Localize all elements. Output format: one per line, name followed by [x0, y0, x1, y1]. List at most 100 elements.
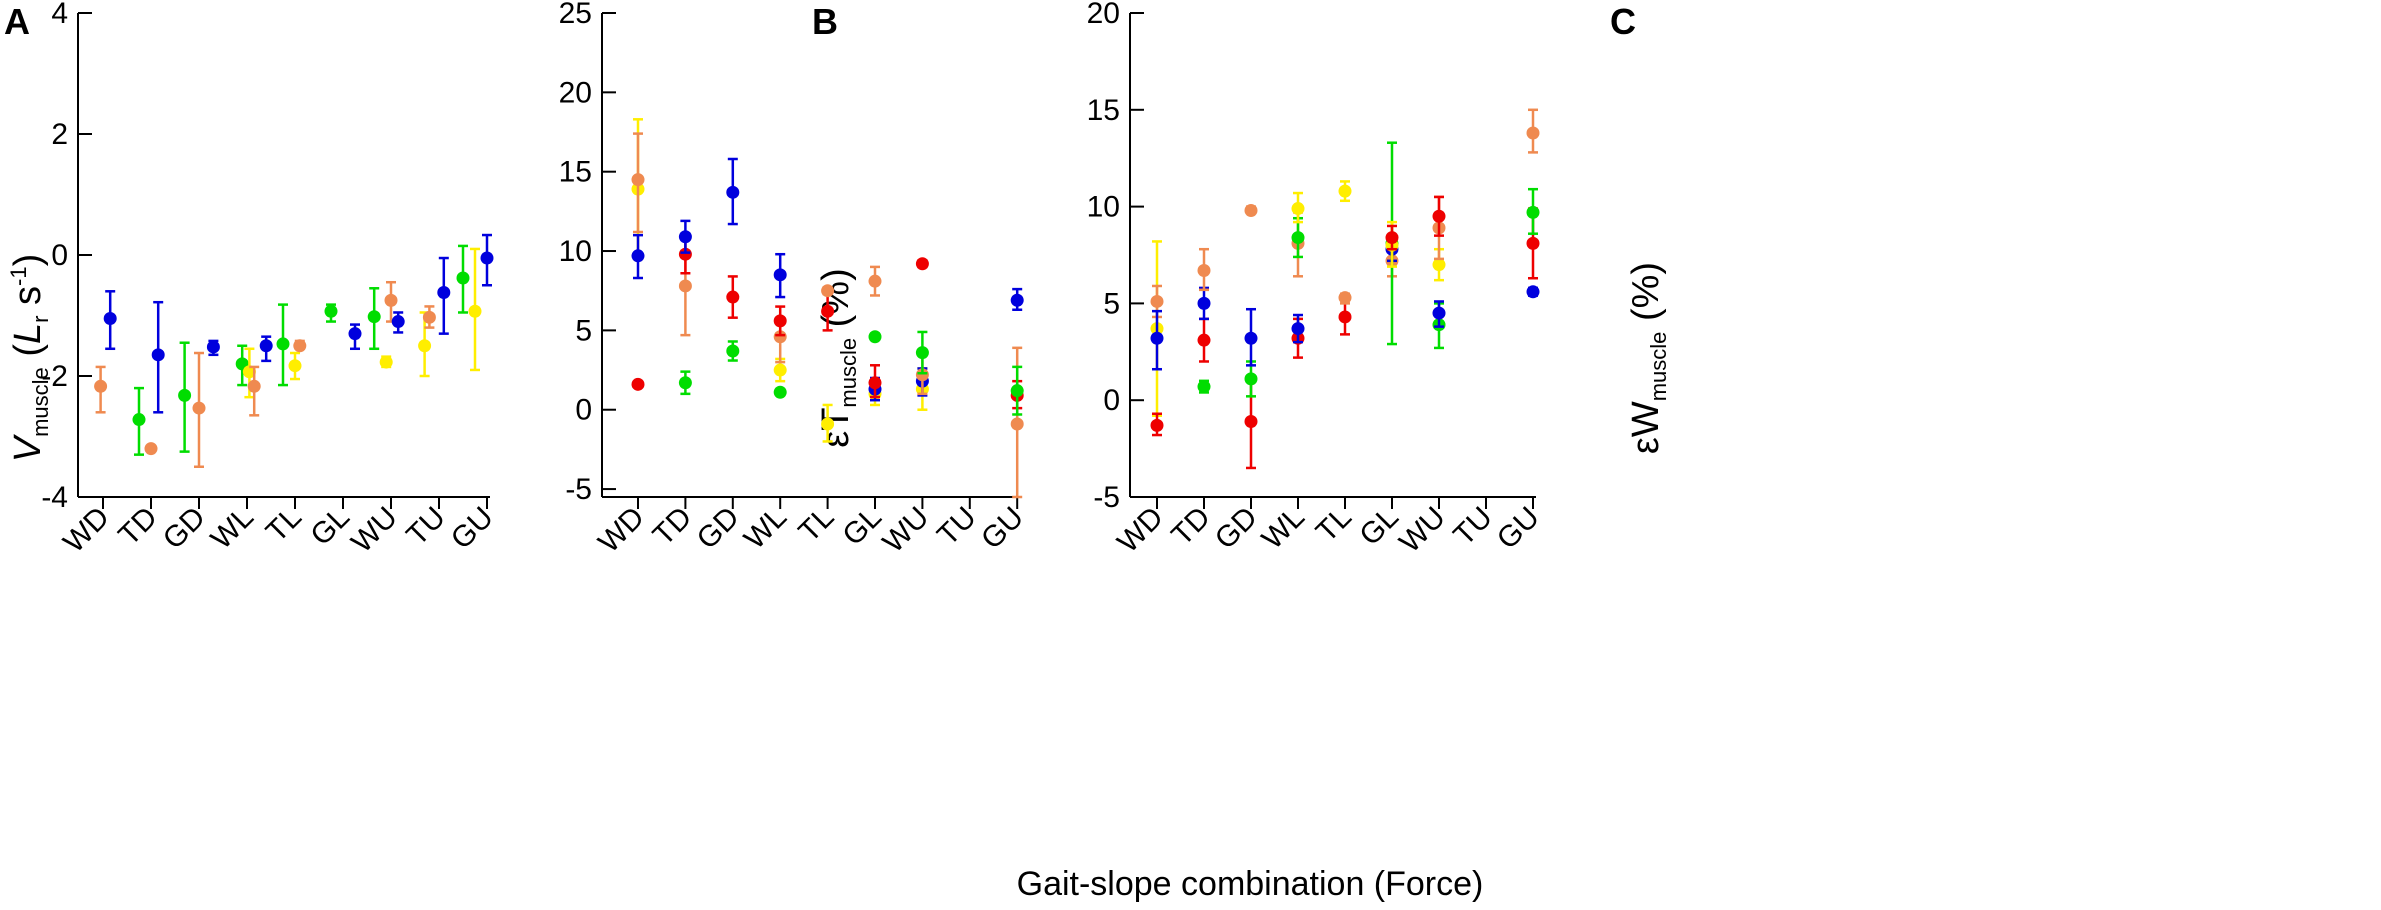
marker [1150, 294, 1164, 308]
panel-b-ylabel-sub: muscle [836, 338, 861, 408]
panel-c-y-tick-label: 20 [1087, 0, 1120, 30]
panel-b-data-point-red [868, 364, 882, 399]
panel-a-data-point-orange [192, 351, 206, 468]
marker [773, 385, 787, 399]
marker [178, 388, 192, 402]
panel-b-data-point-green [1010, 365, 1024, 416]
panel-a-data-point-green [235, 344, 249, 387]
panel-b-y-axis-title: εTmuscle (%) [815, 268, 861, 448]
panel-c-y-tick-label: 0 [1103, 384, 1120, 417]
marker [293, 339, 307, 353]
marker [773, 268, 787, 282]
marker [1385, 231, 1399, 245]
marker [1432, 306, 1446, 320]
marker [1244, 414, 1258, 428]
panel-b-x-tick-label: TU [931, 501, 983, 553]
panel-c-ylabel-sub: muscle [1646, 332, 1671, 402]
panel-b-data-point-yellow [821, 403, 835, 443]
marker [1526, 236, 1540, 250]
panel-b-y-tick-label: 25 [559, 0, 592, 30]
panel-c-data-point-orange [1244, 203, 1258, 217]
panel-b-data-point-blue [631, 233, 645, 280]
panel-c-data-point-blue [1526, 285, 1540, 299]
panel-c-data-point-orange [1197, 247, 1211, 292]
panel-c-x-tick-label: WU [1393, 501, 1452, 560]
panel-b-x-tick-label: WU [877, 501, 936, 560]
marker [773, 363, 787, 377]
panel-c-letter: C [1610, 1, 1636, 42]
marker [1197, 333, 1211, 347]
panel-a-x-tick-label: WU [345, 501, 404, 560]
panel-b-x-tick-label: GU [975, 501, 1030, 556]
marker [1010, 293, 1024, 307]
panel-c-x-tick-label: GU [1491, 501, 1546, 556]
panel-c-x-tick-label: WL [1256, 501, 1311, 556]
panel-c-y-axis-title: εWmuscle (%) [1625, 262, 1671, 454]
marker [1197, 263, 1211, 277]
panel-b-data-point-red [773, 305, 787, 337]
marker [206, 340, 220, 354]
panel-b-data-point-red [915, 257, 929, 271]
marker [726, 185, 740, 199]
marker [631, 173, 645, 187]
panel-a-ylabel-var: L [7, 323, 49, 344]
marker [348, 327, 362, 341]
panel-a-x-tick-label: WL [205, 501, 260, 556]
marker [103, 312, 117, 326]
panel-c-x-tick-label: GD [1209, 501, 1264, 556]
panel-c: C εWmuscle (%) -5 0 5 10 15 20 WDTDGDWLTLGLWUT… [1087, 0, 1671, 559]
panel-b-x-tick-label: TD [647, 501, 699, 553]
marker [151, 348, 165, 362]
panel-a-data-point-green [132, 386, 146, 456]
panel-c-data-point-red [1197, 317, 1211, 363]
panel-b-y-tick-label: 20 [559, 76, 592, 109]
marker [132, 413, 146, 427]
panel-b-ylabel-main: εT [815, 408, 857, 448]
panel-a-y-tick-label: -4 [41, 481, 68, 514]
panel-b-x-tick-label: WL [738, 501, 793, 556]
panel-b-x-tick-label: GL [836, 501, 888, 553]
marker [1150, 331, 1164, 345]
marker [437, 286, 451, 300]
panel-c-ylabel-unit: (%) [1625, 262, 1667, 332]
marker [726, 290, 740, 304]
panel-a-ylabel-var-sub: r [28, 316, 53, 323]
marker [144, 442, 158, 456]
panel-b-data-point-blue [678, 219, 692, 254]
panel-c-x-tick-label: WD [1111, 501, 1170, 560]
marker [480, 251, 494, 265]
panel-c-y-tick-label: 15 [1087, 94, 1120, 127]
panel-b-x-tick-label: TL [792, 501, 840, 549]
panel-c-data-point-green [1526, 187, 1540, 235]
marker [1432, 209, 1446, 223]
panel-a-letter: A [4, 1, 30, 42]
marker [259, 339, 273, 353]
panel-c-data-point-yellow [1291, 191, 1305, 224]
shared-x-axis-title: Gait-slope combination (Force) [1017, 865, 1484, 903]
panel-c-data-point-green [1197, 379, 1211, 394]
panel-b-data-point-blue [726, 157, 740, 226]
panel-a-data-point-blue [206, 339, 220, 357]
panel-b-data-point-green [773, 385, 787, 399]
panel-b-x-tick-label: GD [691, 501, 746, 556]
marker [915, 257, 929, 271]
marker [456, 271, 470, 285]
marker [773, 314, 787, 328]
marker [1432, 258, 1446, 272]
panel-b-data-point-green [726, 340, 740, 362]
marker [1244, 203, 1258, 217]
marker [678, 279, 692, 293]
panel-b-data-point-red [726, 275, 740, 319]
panel-c-y-tick-label: 5 [1103, 287, 1120, 320]
panel-c-data-point-red [1432, 195, 1446, 237]
panel-b-y-tick-label: 15 [559, 156, 592, 189]
panel-b-data-point-green [915, 330, 929, 375]
marker [915, 368, 929, 382]
panel-a-data-point-green [367, 287, 381, 351]
panel-c-data-point-red [1385, 224, 1399, 251]
panel-a-y-tick-label: 2 [51, 118, 68, 151]
marker [1526, 126, 1540, 140]
panel-a-x-tick-label: GL [304, 501, 356, 553]
